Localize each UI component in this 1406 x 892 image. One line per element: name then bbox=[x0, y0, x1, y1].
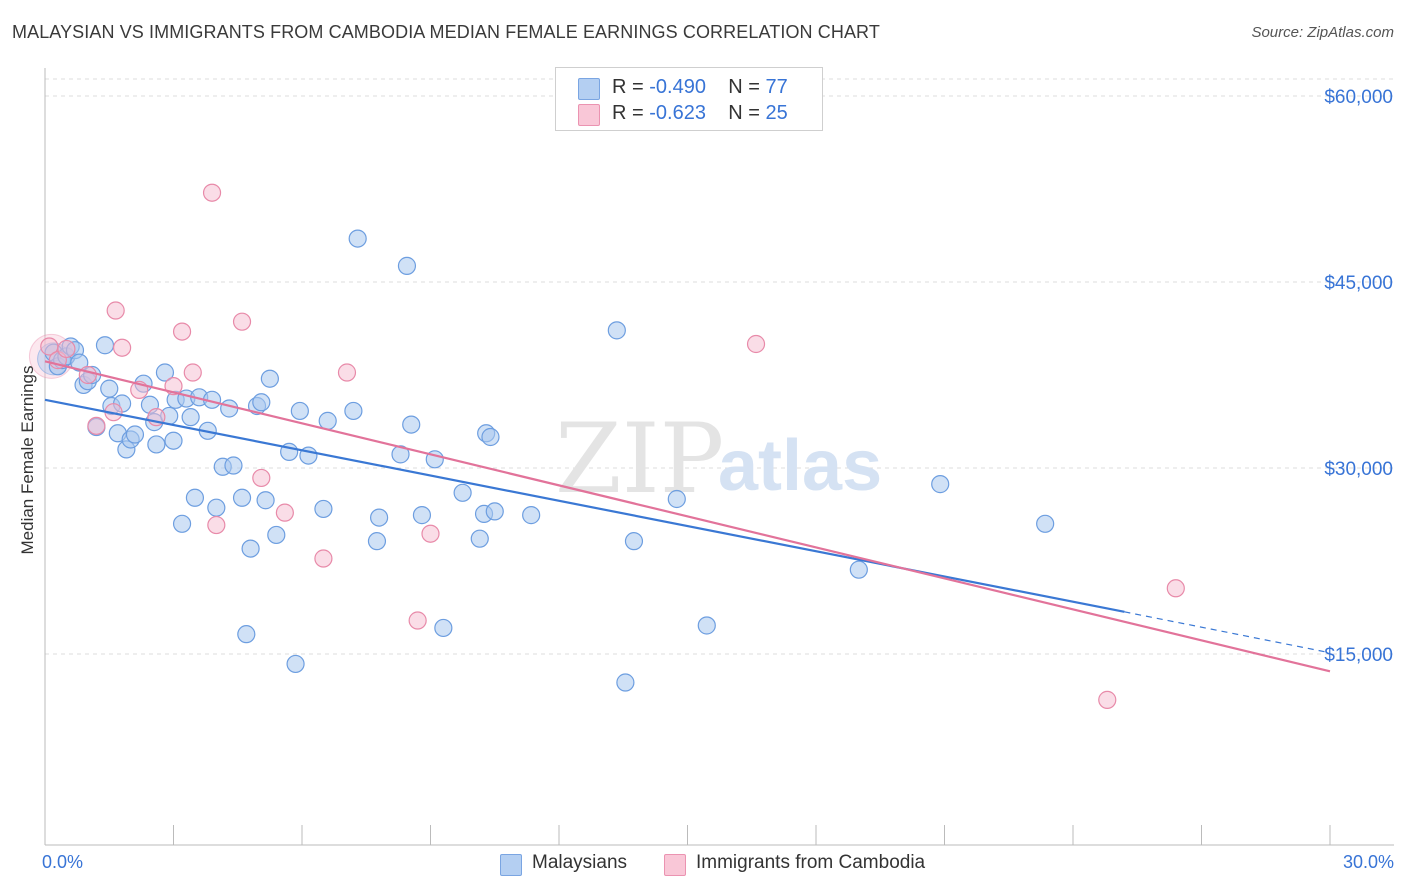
legend-swatch-pink bbox=[664, 854, 686, 876]
tick-labels: $15,000 $30,000 $45,000 $60,000 0.0% 30.0% bbox=[42, 87, 1394, 872]
point-malaysian bbox=[220, 399, 239, 418]
y-tick-label: $60,000 bbox=[1324, 87, 1393, 108]
watermark-zip: ZIP bbox=[555, 403, 724, 515]
point-cambodia bbox=[746, 334, 766, 354]
point-malaysian bbox=[849, 560, 868, 579]
axes bbox=[44, 68, 1394, 846]
point-malaysian bbox=[252, 393, 271, 412]
y-tick-label: $15,000 bbox=[1324, 645, 1393, 666]
gridlines bbox=[45, 78, 1394, 655]
point-malaysian bbox=[241, 539, 260, 558]
point-malaysian bbox=[207, 498, 226, 517]
point-malaysian bbox=[172, 514, 192, 533]
point-cambodia bbox=[1098, 690, 1117, 709]
point-malaysian bbox=[155, 363, 175, 382]
trend-line-cambodia bbox=[44, 360, 1331, 673]
point-cambodia bbox=[207, 515, 226, 535]
point-malaysian bbox=[256, 491, 275, 510]
point-malaysian bbox=[286, 654, 305, 674]
point-cambodia bbox=[172, 322, 192, 341]
point-malaysian bbox=[318, 411, 337, 430]
point-malaysian bbox=[470, 529, 489, 548]
legend-label-cambodia: Immigrants from Cambodia bbox=[696, 852, 926, 873]
point-malaysian bbox=[453, 483, 472, 502]
point-malaysian bbox=[434, 618, 453, 638]
point-cambodia bbox=[232, 312, 252, 331]
watermark-atlas: atlas bbox=[718, 426, 882, 506]
point-malaysian bbox=[70, 353, 89, 372]
point-malaysian bbox=[95, 336, 115, 355]
point-malaysian bbox=[185, 488, 205, 507]
x-tick-label: 30.0% bbox=[1343, 852, 1394, 872]
point-malaysian bbox=[391, 445, 410, 464]
trend-line-malaysians-extension bbox=[1124, 611, 1331, 654]
point-malaysian bbox=[100, 379, 119, 398]
point-malaysian bbox=[290, 401, 309, 421]
point-malaysian bbox=[1036, 514, 1055, 533]
point-cambodia bbox=[106, 301, 125, 320]
correlation-legend: R = -0.490 N = 77 R = -0.623 N = 25 bbox=[555, 67, 823, 131]
point-malaysian bbox=[522, 506, 541, 525]
point-malaysian bbox=[931, 475, 950, 494]
point-cambodia bbox=[337, 363, 357, 382]
source-label: Source: ZipAtlas.com bbox=[1251, 24, 1394, 41]
legend-label-malaysians: Malaysians bbox=[532, 852, 628, 873]
point-malaysian bbox=[348, 229, 367, 248]
point-malaysian bbox=[344, 401, 363, 421]
legend-swatch-blue bbox=[578, 78, 600, 100]
point-cambodia bbox=[252, 468, 271, 488]
point-cambodia bbox=[408, 611, 427, 630]
point-cambodia bbox=[275, 503, 294, 522]
point-malaysian bbox=[164, 431, 183, 450]
point-cambodia bbox=[421, 524, 440, 543]
point-malaysian bbox=[485, 502, 504, 521]
legend-swatch-blue bbox=[500, 854, 522, 876]
point-malaysian bbox=[402, 415, 421, 434]
chart-title: MALAYSIAN VS IMMIGRANTS FROM CAMBODIA ME… bbox=[12, 22, 880, 42]
trend-line-malaysians bbox=[44, 398, 1125, 613]
point-malaysian bbox=[616, 673, 635, 692]
data-points bbox=[28, 183, 1185, 709]
point-cambodia bbox=[1166, 579, 1185, 598]
point-malaysian bbox=[481, 427, 500, 447]
point-malaysian bbox=[267, 525, 286, 545]
point-cambodia bbox=[202, 183, 222, 202]
point-malaysian bbox=[697, 616, 716, 635]
x-tick-label: 0.0% bbox=[42, 852, 83, 872]
point-malaysian bbox=[125, 425, 145, 444]
point-malaysian bbox=[412, 506, 432, 525]
point-malaysian bbox=[224, 456, 243, 475]
y-axis-label: Median Female Earnings bbox=[18, 365, 37, 555]
point-malaysian bbox=[397, 256, 417, 275]
y-tick-label: $30,000 bbox=[1324, 459, 1393, 480]
point-malaysian bbox=[367, 532, 387, 551]
point-malaysian bbox=[260, 369, 279, 388]
point-malaysian bbox=[314, 499, 333, 519]
point-cambodia bbox=[183, 363, 202, 382]
legend-swatch-pink bbox=[578, 104, 600, 126]
point-malaysian bbox=[624, 532, 644, 551]
y-tick-label: $45,000 bbox=[1324, 273, 1393, 294]
point-cambodia bbox=[314, 549, 333, 568]
legend-stats-cambodia: R = -0.623 N = 25 bbox=[612, 102, 788, 124]
point-malaysian bbox=[667, 489, 686, 509]
legend-stats-malaysians: R = -0.490 N = 77 bbox=[612, 76, 788, 98]
point-malaysian bbox=[370, 508, 389, 527]
point-cambodia bbox=[57, 339, 76, 359]
point-cambodia bbox=[112, 338, 132, 357]
point-malaysian bbox=[232, 488, 252, 507]
point-malaysian bbox=[181, 408, 200, 427]
point-malaysian bbox=[237, 625, 256, 644]
point-cambodia bbox=[78, 365, 97, 385]
point-cambodia bbox=[87, 416, 106, 435]
point-malaysian bbox=[607, 321, 626, 340]
watermark: ZIP atlas bbox=[555, 403, 882, 515]
point-malaysian bbox=[147, 435, 166, 454]
trend-lines bbox=[44, 360, 1331, 673]
